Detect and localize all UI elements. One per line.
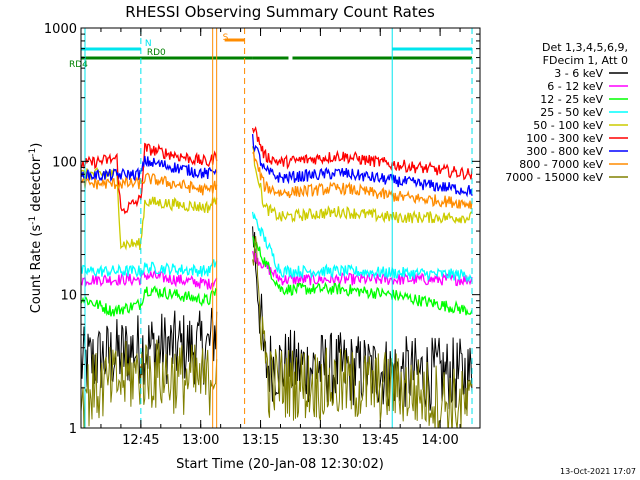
- legend-header: FDecim 1, Att 0: [543, 54, 628, 67]
- x-axis-label: Start Time (20-Jan-08 12:30:02): [176, 457, 384, 472]
- series-line-4: [81, 146, 473, 251]
- x-tick-label: 13:00: [182, 433, 219, 448]
- x-tick-label: 13:30: [302, 433, 339, 448]
- legend-label: 6 - 12 keV: [547, 80, 603, 93]
- flag-label-n: N: [145, 39, 152, 49]
- series-line-3: [81, 211, 473, 283]
- series-lines: [81, 125, 473, 428]
- y-tick-label: 10: [60, 289, 77, 304]
- flag-label-s: S: [223, 33, 229, 43]
- series-line-5: [81, 125, 473, 215]
- axes: 12:45 13:00 13:15 13:30 13:45 14:00 1 10 100 1000: [44, 22, 480, 448]
- x-tick-label: 12:45: [122, 433, 159, 448]
- legend-label: 7000 - 15000 keV: [505, 171, 603, 184]
- legend-label: 50 - 100 keV: [533, 119, 603, 132]
- legend-label: 25 - 50 keV: [540, 106, 603, 119]
- series-line-0: [81, 226, 473, 411]
- series-line-7: [81, 150, 473, 210]
- legend-label: 3 - 6 keV: [554, 67, 603, 80]
- chart-title: RHESSI Observing Summary Count Rates: [125, 3, 435, 21]
- legend-label: 300 - 800 keV: [526, 145, 603, 158]
- legend: Det 1,3,4,5,6,9,FDecim 1, Att 03 - 6 keV…: [505, 41, 628, 184]
- x-tick-label: 13:15: [242, 433, 279, 448]
- x-tick-label: 14:00: [421, 433, 458, 448]
- y-tick-label: 1000: [44, 22, 77, 37]
- legend-label: 800 - 7000 keV: [519, 158, 603, 171]
- flag-label-rd0: RD0: [147, 48, 166, 58]
- vertical-markers: [84, 28, 473, 428]
- legend-header: Det 1,3,4,5,6,9,: [542, 41, 628, 54]
- y-axis-label: Count Rate (s-1 detector-1): [28, 143, 44, 314]
- y-tick-label: 1: [69, 422, 77, 437]
- flag-label-rd4: RD4: [69, 60, 88, 70]
- series-line-6: [81, 134, 473, 198]
- legend-label: 100 - 300 keV: [526, 132, 603, 145]
- series-line-2: [81, 236, 473, 317]
- y-tick-label: 100: [52, 155, 77, 170]
- footer-date: 13-Oct-2021 17:07: [560, 467, 636, 476]
- series-line-8: [81, 236, 473, 428]
- x-tick-label: 13:45: [362, 433, 399, 448]
- legend-label: 12 - 25 keV: [540, 93, 603, 106]
